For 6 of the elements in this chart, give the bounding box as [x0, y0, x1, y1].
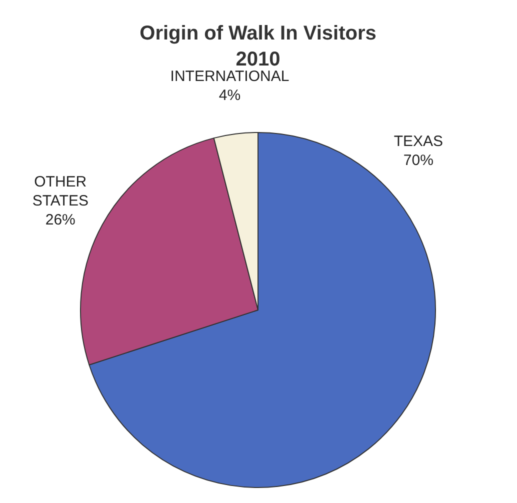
data-label: 70% [403, 152, 434, 170]
slice-label: TEXAS [394, 133, 444, 150]
slice-label: OTHER STATES [32, 174, 88, 210]
data-label: 4% [218, 86, 241, 104]
data-label: 26% [45, 212, 76, 229]
chart-title: Origin of Walk In Visitors [140, 22, 376, 45]
